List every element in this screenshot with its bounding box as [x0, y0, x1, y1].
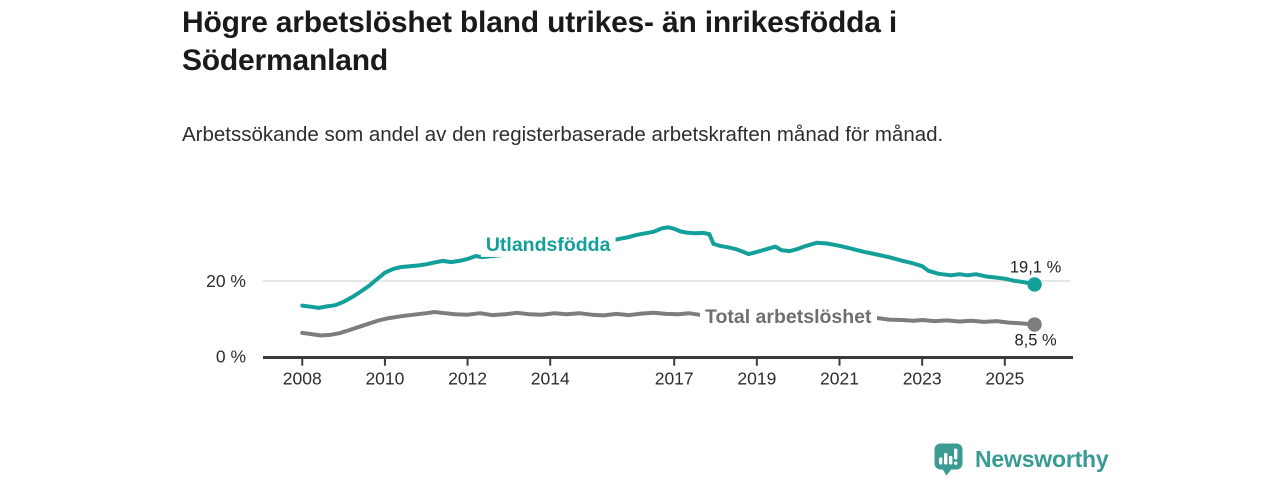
x-tick-label-2010: 2010: [365, 369, 404, 389]
chart-canvas: 2008 2010 2012 2014 2017 2019 2021 2023 2025 20 %…: [206, 225, 1073, 389]
y-axis-label-20: 20 %: [206, 271, 246, 291]
bar-chart-speech-bubble-icon: [934, 443, 963, 476]
x-tick-label-2008: 2008: [283, 369, 322, 389]
x-tick-label-2019: 2019: [737, 369, 776, 389]
series-label-utlandsfodda: Utlandsfödda: [486, 234, 611, 256]
series-label-mask: [480, 232, 616, 257]
x-tick-label-2025: 2025: [985, 369, 1024, 389]
newsworthy-logo-text: Newsworthy: [975, 445, 1109, 472]
newsworthy-logo[interactable]: Newsworthy: [933, 442, 1109, 476]
end-dot-total: [1027, 317, 1042, 332]
series-label-total: Total arbetslöshet: [705, 306, 872, 328]
x-tick-label-2017: 2017: [655, 369, 694, 389]
end-dot-utlandsfodda: [1027, 277, 1042, 292]
line-chart: 2008 2010 2012 2014 2017 2019 2021 2023 2025 20 %…: [180, 200, 1120, 410]
end-label-utlandsfodda: 19,1 %: [1010, 258, 1062, 276]
end-label-total: 8,5 %: [1014, 332, 1057, 350]
x-tick-label-2021: 2021: [820, 369, 859, 389]
x-tick-label-2012: 2012: [448, 369, 487, 389]
series-line-utlandsfodda: [300, 225, 1037, 310]
series-line-total: [300, 310, 1037, 338]
x-tick-label-2023: 2023: [903, 369, 942, 389]
series-label-mask: [700, 305, 878, 330]
y-axis-label-0: 0 %: [216, 347, 246, 367]
chart-subtitle: Arbetssökande som andel av den registerb…: [182, 123, 944, 146]
x-tick-label-2014: 2014: [531, 369, 570, 389]
chart-title: Högre arbetslöshet bland utrikes- än inr…: [182, 6, 897, 77]
